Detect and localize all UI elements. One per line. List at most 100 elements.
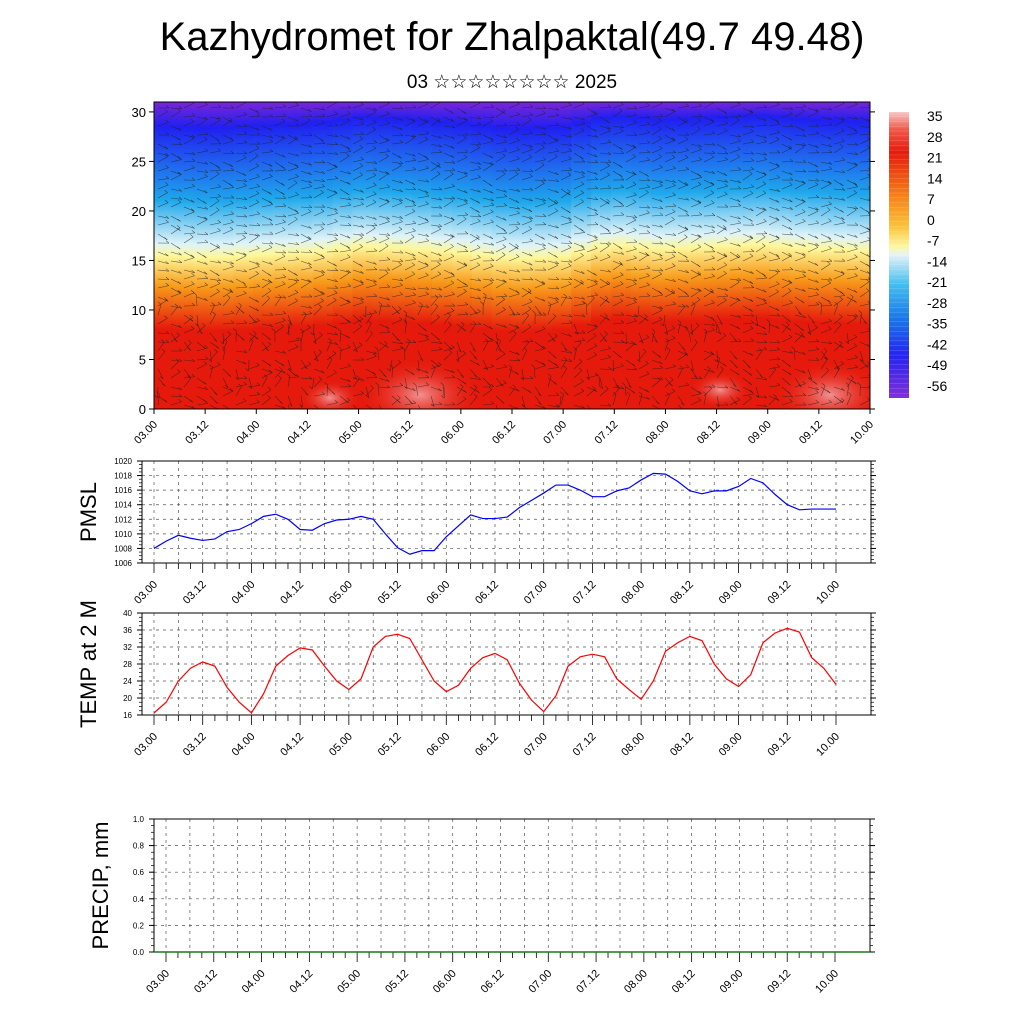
x-tick-label: 06.00 [424,731,452,759]
colorbar-label: -49 [927,357,947,373]
x-tick-label: 07.00 [522,579,550,607]
y-tick-label: 1012 [114,515,132,524]
heatmap-cell [789,102,811,409]
y-tick-label: 5 [139,352,146,367]
heatmap-cell [531,102,553,409]
x-tick-label: 06.12 [473,579,501,607]
heatmap-cell [292,102,314,409]
x-tick-label: 03.12 [181,731,209,759]
heatmap-cell [392,102,414,409]
colorbar-label: 28 [927,129,943,145]
colorbar-ramp [889,112,909,398]
x-tick-label: 04.00 [230,579,258,607]
y-tick-label: 1016 [114,486,132,495]
x-tick-label: 07.00 [541,419,569,447]
colorbar-label: 14 [927,170,943,186]
heatmap-warm-core [775,362,870,409]
x-tick-label: 05.00 [327,731,355,759]
y-tick-label: 1006 [114,559,132,568]
heatmap-cell [690,102,712,409]
x-tick-label: 08.00 [644,419,672,447]
x-tick-label: 04.12 [278,579,306,607]
heatmap-warm-core [690,372,750,408]
x-tick-label: 06.00 [439,419,467,447]
x-tick-label: 08.12 [668,731,696,759]
x-tick-label: 06.12 [490,419,518,447]
heatmap-cell [332,102,354,409]
x-tick-label: 03.00 [132,731,160,759]
y-tick-label: 28 [123,660,132,669]
heatmap-cell [770,102,791,409]
heatmap-warm-core [300,380,360,409]
heatmap-cell [551,102,573,409]
colorbar-label: 35 [927,108,943,124]
x-tick-label: 05.00 [335,968,363,996]
x-tick-label: 08.12 [670,968,698,996]
x-tick-label: 08.12 [695,419,723,447]
x-tick-label: 03.12 [192,968,220,996]
y-tick-label: 0.8 [133,842,145,851]
y-tick-label: 30 [132,105,146,120]
x-tick-label: 07.12 [571,731,599,759]
heatmap-cell [491,102,513,409]
x-tick-label: 08.00 [622,968,650,996]
heatmap-warm-core [360,359,480,409]
x-tick-label: 05.00 [327,579,355,607]
heatmap-cell [610,102,632,409]
pmsl-line [153,472,836,555]
y-tick-label: 36 [123,626,132,635]
y-tick-label: 0.0 [133,948,145,957]
colorbar-label: -7 [927,233,940,249]
x-tick-label: 03.00 [132,419,160,447]
colorbar-label: -56 [927,378,947,394]
x-tick-label: 05.12 [383,968,411,996]
x-tick-label: 04.00 [230,731,258,759]
x-tick-label: 06.12 [479,968,507,996]
y-tick-label: 16 [123,711,132,720]
y-tick-label: 0.4 [133,895,145,904]
y-tick-label: 32 [123,643,132,652]
y-axis-title: PRECIP, mm [88,822,113,950]
y-tick-label: 24 [123,677,132,686]
x-tick-label: 06.12 [473,731,501,759]
y-tick-label: 40 [123,609,132,618]
colorbar-label: -21 [927,274,947,290]
heatmap-cell [412,102,433,409]
heatmap-cell [809,102,831,409]
x-tick-label: 09.00 [746,419,774,447]
x-tick-label: 10.00 [814,731,842,759]
x-tick-label: 10.00 [848,419,876,447]
y-tick-label: 1020 [114,457,132,466]
heatmap-cell [471,102,493,409]
heatmap-cell [213,102,235,409]
y-tick-label: 0.2 [133,921,145,930]
chart-title: Kazhydromet for Zhalpaktal(49.7 49.48) [159,15,865,59]
x-tick-label: 04.12 [278,731,306,759]
heatmap-cell [710,102,732,409]
heatmap-cell [571,102,593,409]
temp-panel: 16 20 24 28 32 36 40 03.00 03.12 04.00 04.12 05.00 0… [76,600,876,759]
x-tick-label: 04.00 [240,968,268,996]
heatmap-cell [312,102,334,409]
x-tick-label: 10.00 [813,968,841,996]
x-tick-label: 09.00 [718,968,746,996]
x-tick-label: 07.00 [522,731,550,759]
colorbar-label: 7 [927,191,935,207]
x-tick-label: 09.12 [765,968,793,996]
x-tick-label: 08.00 [619,579,647,607]
panel-grid [154,818,870,953]
precip-panel: 0.0 0.2 0.4 0.6 0.8 1.0 03.00 03.12 04.00 04.12 05… [88,815,875,996]
x-tick-label: 03.12 [183,419,211,447]
x-tick-label: 08.12 [668,579,696,607]
y-tick-label: 1014 [114,501,132,510]
x-tick-label: 05.00 [337,419,365,447]
heatmap-cell [272,102,294,409]
x-tick-label: 03.12 [181,579,209,607]
x-tick-label: 04.12 [288,968,316,996]
x-tick-label: 03.00 [144,968,172,996]
y-tick-label: 10 [132,303,146,318]
x-tick-label: 09.12 [765,579,793,607]
y-tick-label: 20 [123,694,132,703]
heatmap-cell [233,102,254,409]
